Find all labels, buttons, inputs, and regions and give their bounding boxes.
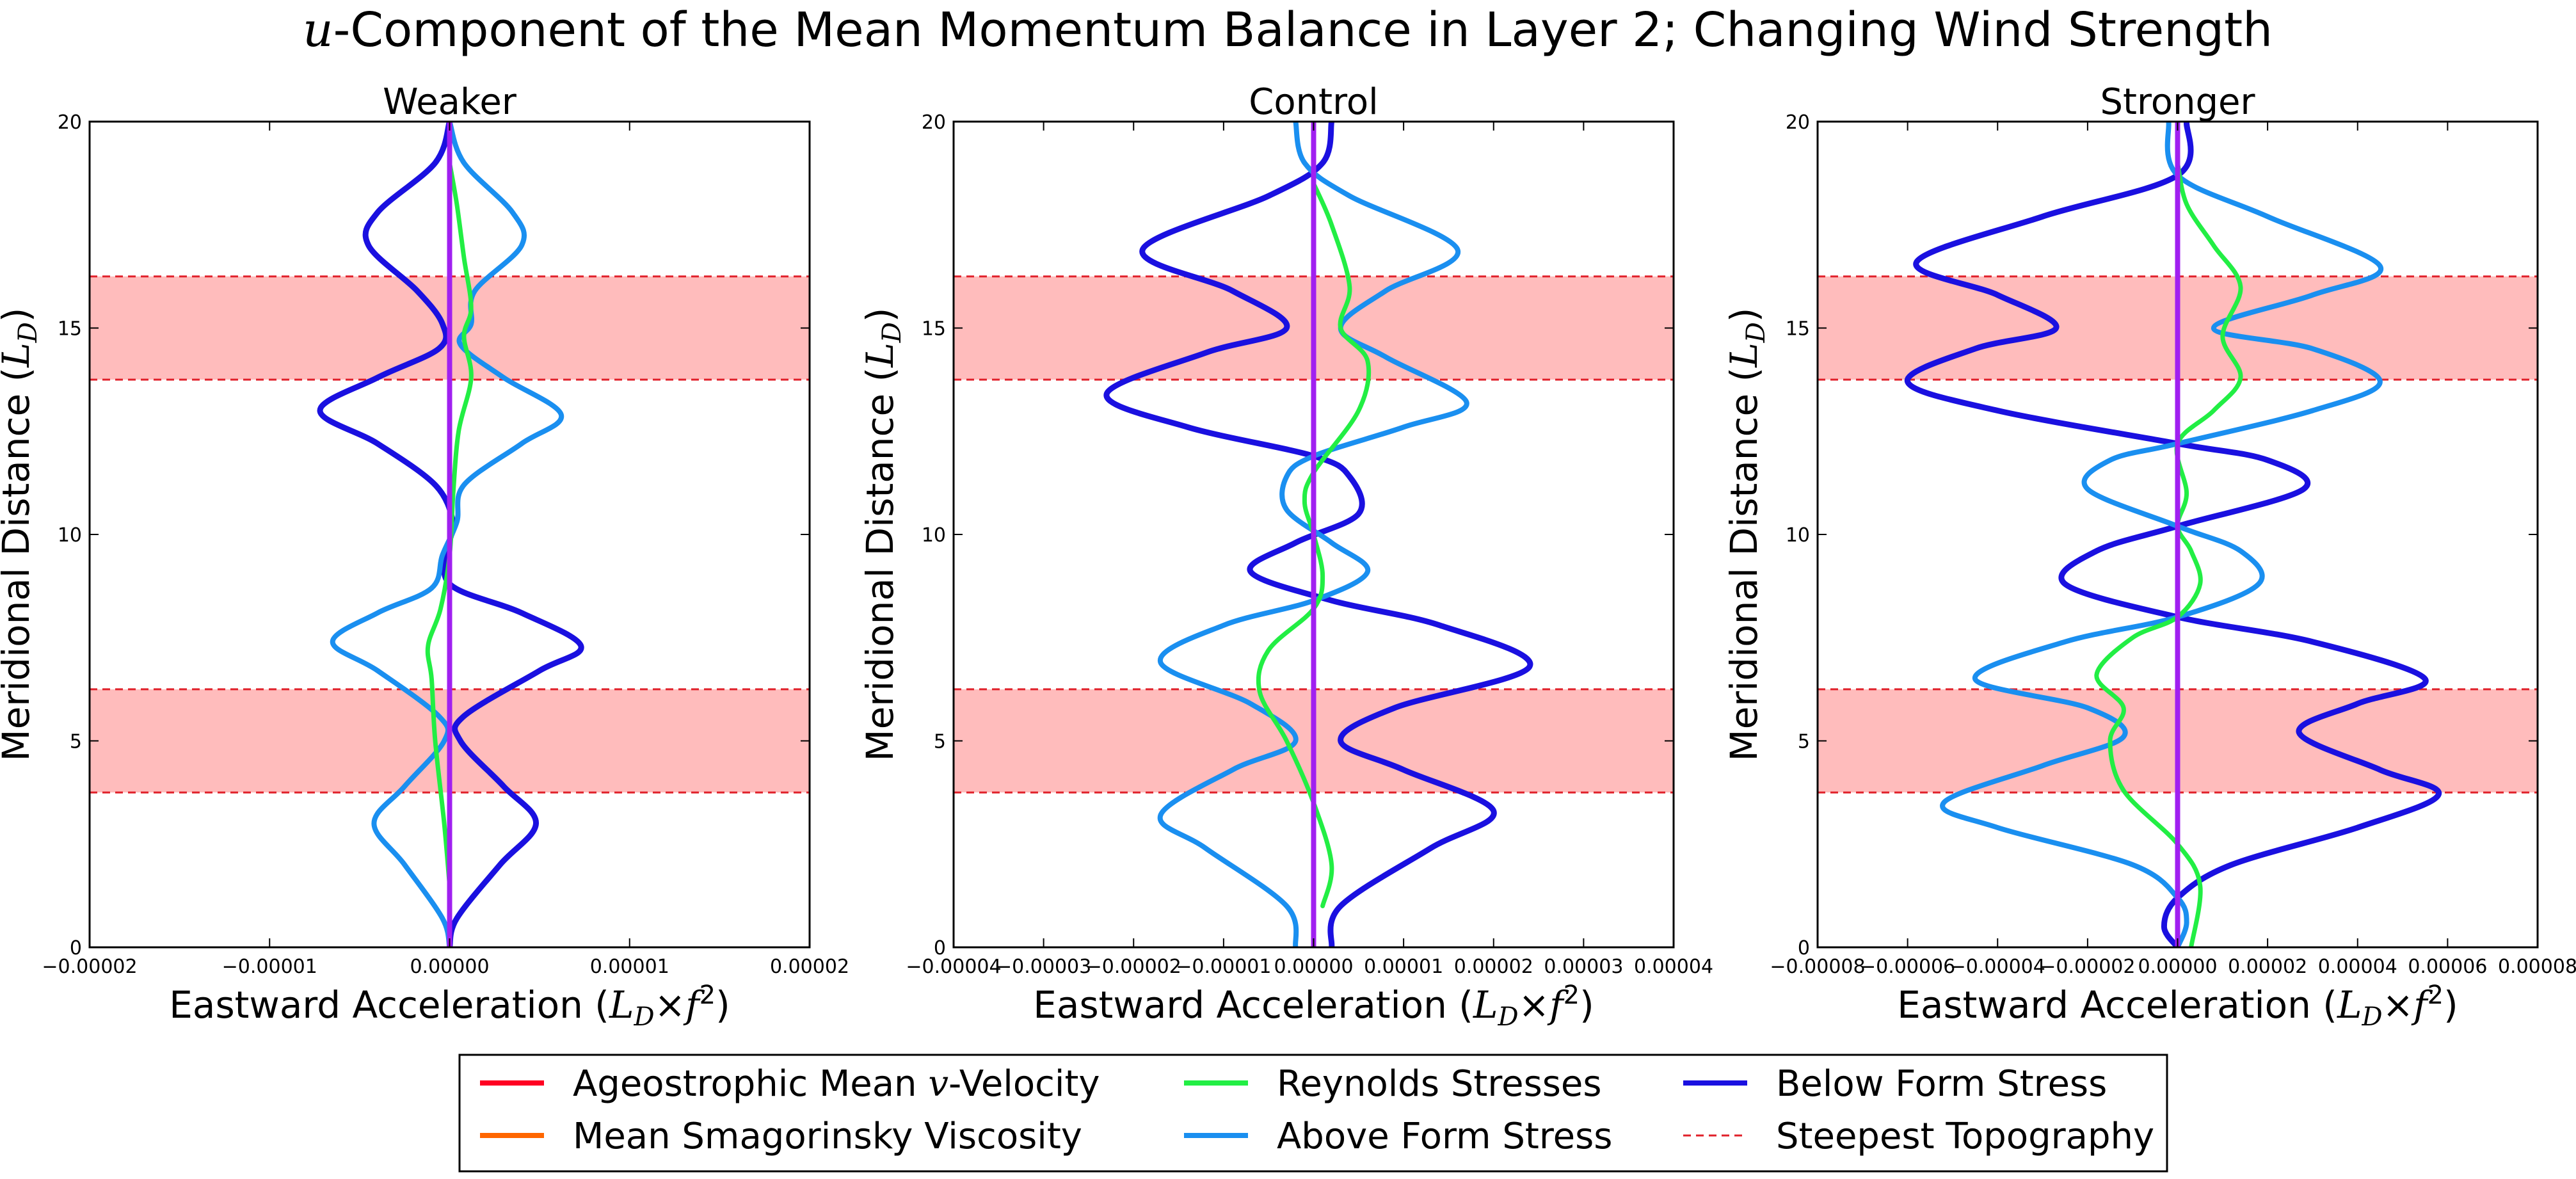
x-tick-label: 0.00001 bbox=[590, 956, 669, 978]
series-group bbox=[1905, 122, 2442, 947]
y-tick-label: 5 bbox=[934, 731, 946, 753]
figure-title: u-Component of the Mean Momentum Balance… bbox=[303, 3, 2273, 58]
legend-entry-below: Below Form Stress bbox=[1683, 1063, 2107, 1105]
x-tick-label: 0.00008 bbox=[2498, 956, 2576, 978]
panel-control: −0.00004−0.00003−0.00002−0.00001 0.00000 0… bbox=[858, 81, 1713, 1032]
legend: Ageostrophic Mean v-Velocity Mean Smagori… bbox=[458, 1054, 2168, 1173]
x-tick-label: −0.00001 bbox=[1176, 956, 1271, 978]
legend-frame bbox=[458, 1054, 2168, 1173]
panel-stronger: −0.00008−0.00006−0.00004−0.00002 0.00000 0… bbox=[1722, 81, 2576, 1032]
series-group bbox=[317, 122, 584, 947]
y-axis-label: Meridional Distance (LD) bbox=[1722, 308, 1771, 762]
x-tick-label: −0.00001 bbox=[222, 956, 317, 978]
legend-label: Steepest Topography bbox=[1776, 1116, 2154, 1157]
legend-entry-above: Above Form Stress bbox=[1184, 1116, 1612, 1157]
panel-weaker: −0.00002 −0.00001 0.00000 0.00001 0.00002 0 5 1… bbox=[0, 81, 849, 1032]
series-line-above bbox=[1940, 122, 2383, 947]
x-tick-label: 0.00006 bbox=[2408, 956, 2487, 978]
panel-title: Weaker bbox=[383, 81, 517, 123]
legend-label: Below Form Stress bbox=[1776, 1063, 2107, 1105]
x-axis-label: Eastward Acceleration (LD×f2) bbox=[1897, 981, 2458, 1032]
x-tick-label: −0.00002 bbox=[1086, 956, 1181, 978]
x-axis-label: Eastward Acceleration (LD×f2) bbox=[1033, 981, 1594, 1032]
panel-title: Control bbox=[1249, 81, 1378, 123]
y-tick-label: 10 bbox=[922, 524, 946, 547]
y-tick-label: 15 bbox=[922, 318, 946, 341]
y-axis-label: Meridional Distance (LD) bbox=[858, 308, 907, 762]
x-tick-label: 0.00001 bbox=[1364, 956, 1443, 978]
panels: −0.00002 −0.00001 0.00000 0.00001 0.00002051… bbox=[0, 81, 2576, 1032]
y-tick-label: 10 bbox=[1786, 524, 1810, 547]
panel-title: Stronger bbox=[2100, 81, 2255, 123]
legend-entry-ageostrophic: Ageostrophic Mean v-Velocity bbox=[480, 1063, 1100, 1105]
y-tick-label: 5 bbox=[70, 731, 82, 753]
y-tick-label: 20 bbox=[1786, 111, 1810, 134]
y-tick-label: 10 bbox=[58, 524, 82, 547]
legend-entry-smagorinsky: Mean Smagorinsky Viscosity bbox=[480, 1116, 1082, 1157]
legend-entry-band_line: Steepest Topography bbox=[1683, 1116, 2154, 1157]
x-tick-label: −0.00006 bbox=[1860, 956, 1955, 978]
x-tick-label: 0.00000 bbox=[1274, 956, 1353, 978]
y-tick-label: 0 bbox=[934, 937, 946, 959]
legend-label: Above Form Stress bbox=[1277, 1116, 1612, 1157]
legend-entry-reynolds: Reynolds Stresses bbox=[1184, 1063, 1602, 1105]
legend-label: Ageostrophic Mean v-Velocity bbox=[573, 1063, 1100, 1105]
x-tick-label: −0.00004 bbox=[906, 956, 1001, 978]
x-tick-label: 0.00003 bbox=[1544, 956, 1623, 978]
x-tick-label: 0.00004 bbox=[2318, 956, 2397, 978]
y-tick-label: 15 bbox=[1786, 318, 1810, 341]
series-group bbox=[1103, 122, 1533, 947]
x-tick-label: −0.00004 bbox=[1950, 956, 2045, 978]
x-tick-label: 0.00002 bbox=[2228, 956, 2307, 978]
series-line-above bbox=[1157, 122, 1469, 947]
y-tick-label: 20 bbox=[58, 111, 82, 134]
x-tick-label: −0.00003 bbox=[996, 956, 1091, 978]
title-variable: u bbox=[303, 3, 333, 58]
x-tick-label: −0.00002 bbox=[2040, 956, 2135, 978]
series-line-below bbox=[1905, 122, 2442, 947]
series-line-reynolds bbox=[2094, 161, 2243, 947]
y-tick-label: 5 bbox=[1798, 731, 1810, 753]
y-tick-label: 15 bbox=[58, 318, 82, 341]
x-tick-label: 0.00004 bbox=[1634, 956, 1713, 978]
title-text: -Component of the Mean Momentum Balance … bbox=[333, 3, 2273, 58]
x-tick-label: 0.00002 bbox=[770, 956, 849, 978]
y-tick-label: 20 bbox=[922, 111, 946, 134]
x-tick-label: 0.00000 bbox=[2138, 956, 2217, 978]
x-tick-label: −0.00002 bbox=[42, 956, 137, 978]
y-axis-label: Meridional Distance (LD) bbox=[0, 308, 43, 762]
x-axis-label: Eastward Acceleration (LD×f2) bbox=[169, 981, 730, 1032]
y-tick-label: 0 bbox=[1798, 937, 1810, 959]
series-line-reynolds bbox=[425, 161, 474, 888]
legend-label: Mean Smagorinsky Viscosity bbox=[573, 1116, 1082, 1157]
x-tick-label: 0.00000 bbox=[410, 956, 489, 978]
x-tick-label: −0.00008 bbox=[1770, 956, 1865, 978]
legend-label: Reynolds Stresses bbox=[1277, 1063, 1602, 1105]
x-tick-label: 0.00002 bbox=[1454, 956, 1533, 978]
y-tick-label: 0 bbox=[70, 937, 82, 959]
